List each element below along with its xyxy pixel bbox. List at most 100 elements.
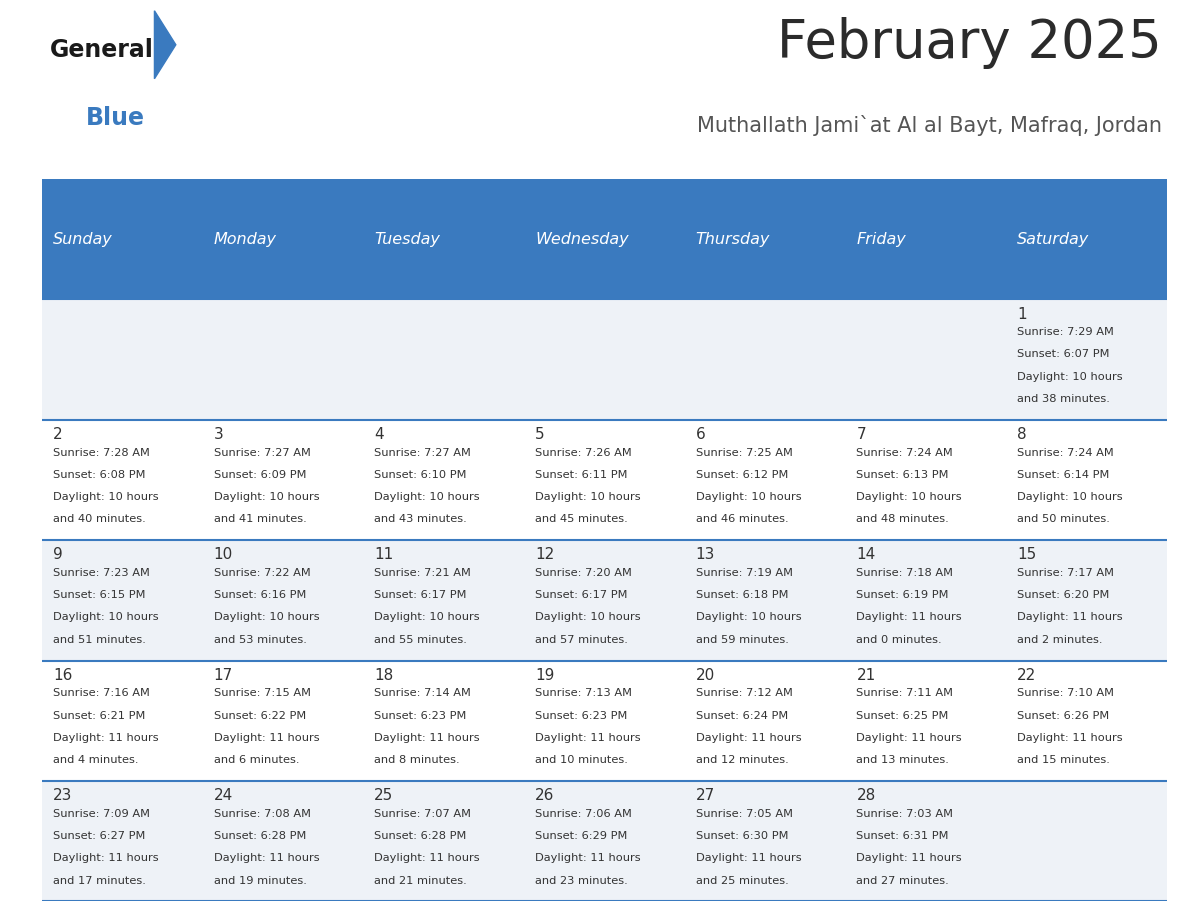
- Bar: [1006, 781, 1167, 901]
- Text: 6: 6: [696, 427, 706, 442]
- Text: Daylight: 10 hours: Daylight: 10 hours: [1017, 492, 1123, 502]
- Bar: [364, 299, 524, 420]
- Bar: [524, 420, 684, 540]
- Bar: [1006, 420, 1167, 540]
- Text: and 25 minutes.: and 25 minutes.: [696, 876, 789, 886]
- Text: and 19 minutes.: and 19 minutes.: [214, 876, 307, 886]
- Bar: [684, 781, 845, 901]
- Bar: [42, 179, 202, 299]
- Text: Sunrise: 7:27 AM: Sunrise: 7:27 AM: [214, 448, 310, 457]
- Bar: [845, 179, 1006, 299]
- Bar: [524, 781, 684, 901]
- Text: Sunrise: 7:22 AM: Sunrise: 7:22 AM: [214, 568, 310, 578]
- Bar: [845, 299, 1006, 420]
- Text: Sunday: Sunday: [52, 231, 113, 247]
- Text: Daylight: 11 hours: Daylight: 11 hours: [52, 733, 158, 743]
- Text: Daylight: 11 hours: Daylight: 11 hours: [857, 612, 962, 622]
- Text: 24: 24: [214, 789, 233, 803]
- Text: Monday: Monday: [214, 231, 277, 247]
- Text: Sunrise: 7:29 AM: Sunrise: 7:29 AM: [1017, 327, 1114, 337]
- Text: Sunrise: 7:06 AM: Sunrise: 7:06 AM: [535, 809, 632, 819]
- Bar: [845, 420, 1006, 540]
- Text: 12: 12: [535, 547, 555, 563]
- Text: February 2025: February 2025: [777, 17, 1162, 69]
- Text: Daylight: 10 hours: Daylight: 10 hours: [535, 612, 640, 622]
- Text: Sunrise: 7:18 AM: Sunrise: 7:18 AM: [857, 568, 954, 578]
- Text: Sunset: 6:23 PM: Sunset: 6:23 PM: [535, 711, 627, 721]
- Text: Daylight: 10 hours: Daylight: 10 hours: [1017, 372, 1123, 382]
- Text: Friday: Friday: [857, 231, 906, 247]
- Text: 14: 14: [857, 547, 876, 563]
- Text: and 40 minutes.: and 40 minutes.: [52, 514, 146, 524]
- Text: Sunset: 6:17 PM: Sunset: 6:17 PM: [374, 590, 467, 600]
- Bar: [202, 781, 364, 901]
- Text: and 21 minutes.: and 21 minutes.: [374, 876, 467, 886]
- Text: 9: 9: [52, 547, 63, 563]
- Text: 4: 4: [374, 427, 384, 442]
- Text: Daylight: 11 hours: Daylight: 11 hours: [214, 854, 320, 863]
- Text: Sunrise: 7:25 AM: Sunrise: 7:25 AM: [696, 448, 792, 457]
- Text: 21: 21: [857, 668, 876, 683]
- Bar: [202, 540, 364, 661]
- Text: 28: 28: [857, 789, 876, 803]
- Text: Sunset: 6:09 PM: Sunset: 6:09 PM: [214, 470, 307, 480]
- Bar: [364, 661, 524, 781]
- Text: 13: 13: [696, 547, 715, 563]
- Text: Sunset: 6:22 PM: Sunset: 6:22 PM: [214, 711, 305, 721]
- Text: 18: 18: [374, 668, 393, 683]
- Text: and 13 minutes.: and 13 minutes.: [857, 756, 949, 766]
- Text: 15: 15: [1017, 547, 1036, 563]
- Bar: [524, 179, 684, 299]
- Bar: [1006, 540, 1167, 661]
- Text: and 53 minutes.: and 53 minutes.: [214, 634, 307, 644]
- Text: Sunset: 6:28 PM: Sunset: 6:28 PM: [214, 831, 307, 841]
- Text: and 43 minutes.: and 43 minutes.: [374, 514, 467, 524]
- Text: Sunrise: 7:19 AM: Sunrise: 7:19 AM: [696, 568, 792, 578]
- Bar: [202, 420, 364, 540]
- Text: Sunrise: 7:23 AM: Sunrise: 7:23 AM: [52, 568, 150, 578]
- Text: Sunrise: 7:10 AM: Sunrise: 7:10 AM: [1017, 688, 1114, 699]
- Text: 25: 25: [374, 789, 393, 803]
- Text: and 6 minutes.: and 6 minutes.: [214, 756, 299, 766]
- Text: and 15 minutes.: and 15 minutes.: [1017, 756, 1110, 766]
- Text: 26: 26: [535, 789, 555, 803]
- Text: 17: 17: [214, 668, 233, 683]
- Text: Sunset: 6:11 PM: Sunset: 6:11 PM: [535, 470, 627, 480]
- Bar: [1006, 299, 1167, 420]
- Bar: [1006, 661, 1167, 781]
- Text: and 59 minutes.: and 59 minutes.: [696, 634, 789, 644]
- Text: Sunset: 6:08 PM: Sunset: 6:08 PM: [52, 470, 145, 480]
- Bar: [684, 299, 845, 420]
- Text: Sunset: 6:27 PM: Sunset: 6:27 PM: [52, 831, 145, 841]
- Text: and 45 minutes.: and 45 minutes.: [535, 514, 627, 524]
- Text: Sunrise: 7:27 AM: Sunrise: 7:27 AM: [374, 448, 472, 457]
- Text: Sunrise: 7:20 AM: Sunrise: 7:20 AM: [535, 568, 632, 578]
- Text: 11: 11: [374, 547, 393, 563]
- Text: 1: 1: [1017, 307, 1026, 321]
- Text: Sunrise: 7:13 AM: Sunrise: 7:13 AM: [535, 688, 632, 699]
- Text: 3: 3: [214, 427, 223, 442]
- Bar: [202, 661, 364, 781]
- Text: Sunset: 6:07 PM: Sunset: 6:07 PM: [1017, 350, 1110, 359]
- Text: Sunset: 6:25 PM: Sunset: 6:25 PM: [857, 711, 949, 721]
- Text: Sunrise: 7:26 AM: Sunrise: 7:26 AM: [535, 448, 632, 457]
- Text: Sunrise: 7:24 AM: Sunrise: 7:24 AM: [1017, 448, 1114, 457]
- Text: and 23 minutes.: and 23 minutes.: [535, 876, 627, 886]
- Text: Daylight: 10 hours: Daylight: 10 hours: [374, 492, 480, 502]
- Text: Thursday: Thursday: [696, 231, 770, 247]
- Text: Sunrise: 7:21 AM: Sunrise: 7:21 AM: [374, 568, 472, 578]
- Text: Sunset: 6:12 PM: Sunset: 6:12 PM: [696, 470, 788, 480]
- Text: Sunset: 6:13 PM: Sunset: 6:13 PM: [857, 470, 949, 480]
- Text: and 38 minutes.: and 38 minutes.: [1017, 394, 1110, 404]
- Text: 22: 22: [1017, 668, 1036, 683]
- Text: Sunrise: 7:17 AM: Sunrise: 7:17 AM: [1017, 568, 1114, 578]
- Text: and 48 minutes.: and 48 minutes.: [857, 514, 949, 524]
- Text: Sunrise: 7:15 AM: Sunrise: 7:15 AM: [214, 688, 310, 699]
- Text: Sunset: 6:29 PM: Sunset: 6:29 PM: [535, 831, 627, 841]
- Text: Daylight: 11 hours: Daylight: 11 hours: [696, 854, 802, 863]
- Text: Daylight: 10 hours: Daylight: 10 hours: [696, 492, 802, 502]
- Bar: [364, 179, 524, 299]
- Bar: [845, 540, 1006, 661]
- Bar: [42, 661, 202, 781]
- Text: and 27 minutes.: and 27 minutes.: [857, 876, 949, 886]
